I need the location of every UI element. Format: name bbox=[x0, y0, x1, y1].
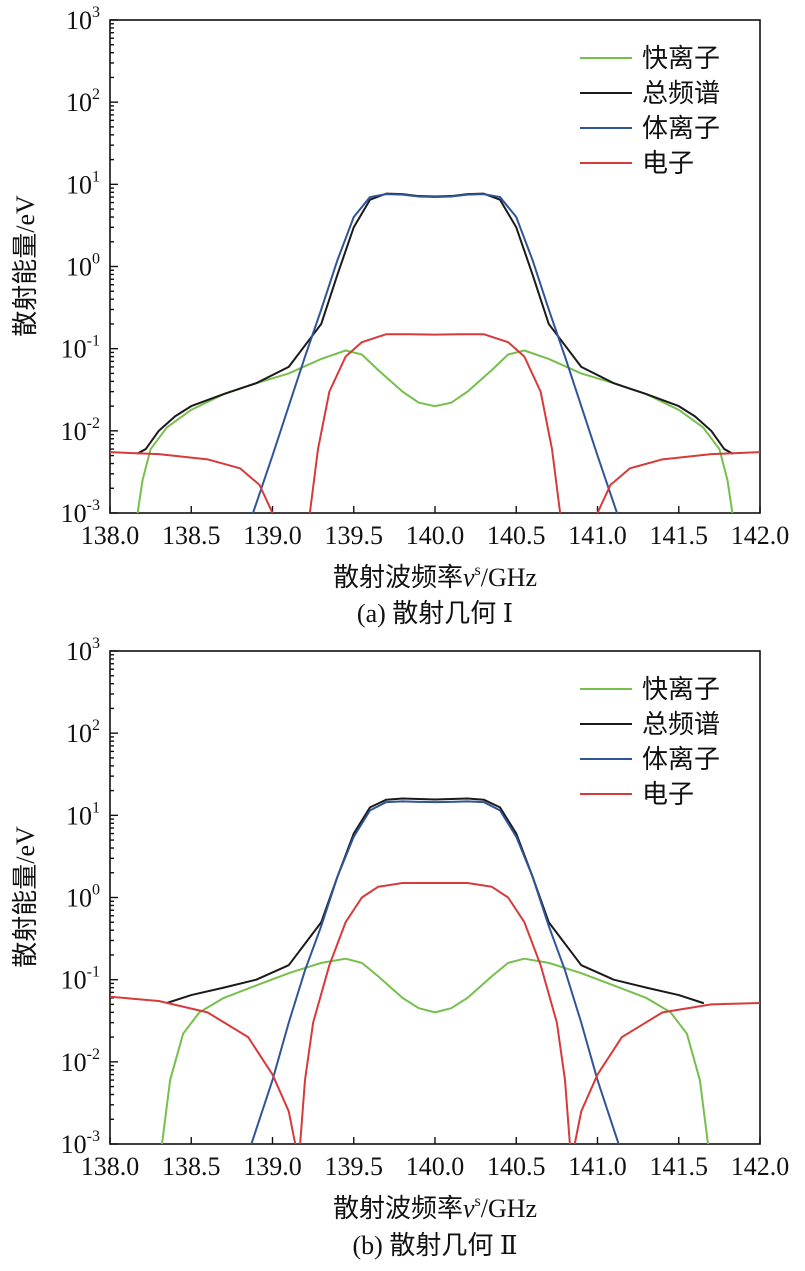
series-electron-line bbox=[110, 995, 297, 1144]
y-tick-label: 10-1 bbox=[61, 333, 100, 364]
series-fast-ion-line bbox=[161, 957, 709, 1144]
panel-a: 138.0 138.5 139.0 139.5 140.0 140.5 141.0 141.5… bbox=[11, 4, 789, 628]
x-tick-label: 141.5 bbox=[650, 1152, 709, 1181]
x-tick-label: 141.0 bbox=[568, 1152, 627, 1181]
x-tick-label: 141.0 bbox=[568, 521, 627, 550]
x-axis-title-sup: s bbox=[475, 1193, 481, 1210]
x-tick-label: 139.0 bbox=[243, 1152, 302, 1181]
x-axis-title-sup: s bbox=[475, 562, 481, 579]
x-axis-title: 散射波频率νs/GHz bbox=[333, 1193, 537, 1223]
y-tick-label: 10-2 bbox=[61, 1046, 100, 1077]
x-tick-label: 138.0 bbox=[81, 521, 140, 550]
series-bulk-ion-line bbox=[252, 193, 618, 513]
x-axis: 138.0 138.5 139.0 139.5 140.0 140.5 141.0 141.5… bbox=[81, 506, 790, 550]
panel-caption: (b) 散射几何 Ⅱ bbox=[353, 1231, 518, 1260]
legend-label-fast-ion: 快离子 bbox=[642, 675, 720, 704]
y-axis: 10-3 10-2 10-1 100 101 102 103 bbox=[61, 4, 118, 528]
x-tick-label: 140.0 bbox=[406, 521, 465, 550]
series-electron-line bbox=[299, 882, 571, 1144]
series-electron-line bbox=[110, 451, 274, 513]
series-fast-ion-line bbox=[136, 349, 734, 513]
x-axis-title: 散射波频率νs/GHz bbox=[333, 562, 537, 592]
x-tick-label: 139.0 bbox=[243, 521, 302, 550]
y-tick-label: 10-3 bbox=[61, 497, 100, 528]
panel-b: 138.0 138.5 139.0 139.5 140.0 140.5 141.0 141.5… bbox=[11, 635, 789, 1260]
x-tick-label: 142.0 bbox=[731, 1152, 790, 1181]
series-total-line bbox=[165, 797, 705, 1004]
plot-area bbox=[110, 797, 760, 1144]
x-tick-label: 142.0 bbox=[731, 521, 790, 550]
x-tick-label: 139.5 bbox=[325, 521, 384, 550]
x-tick-label: 138.5 bbox=[162, 1152, 221, 1181]
legend-label-bulk-ion: 体离子 bbox=[642, 745, 720, 774]
y-tick-label: 101 bbox=[66, 168, 100, 199]
y-tick-label: 10-2 bbox=[61, 415, 100, 446]
panel-caption: (a) 散射几何 Ⅰ bbox=[357, 599, 513, 628]
y-axis: 10-3 10-2 10-1 100 101 102 103 bbox=[61, 635, 118, 1159]
series-electron-line bbox=[573, 1002, 760, 1144]
x-tick-label: 140.5 bbox=[487, 1152, 546, 1181]
y-axis-title: 散射能量/eV bbox=[11, 195, 40, 337]
x-axis-title-unit: /GHz bbox=[481, 1194, 537, 1223]
x-tick-label: 140.5 bbox=[487, 521, 546, 550]
x-tick-label: 138.0 bbox=[81, 1152, 140, 1181]
y-tick-label: 10-3 bbox=[61, 1128, 100, 1159]
x-tick-label: 139.5 bbox=[325, 1152, 384, 1181]
plot-area bbox=[110, 192, 760, 513]
legend-label-electron: 电子 bbox=[642, 780, 694, 809]
y-tick-label: 103 bbox=[66, 4, 100, 35]
x-tick-label: 140.0 bbox=[406, 1152, 465, 1181]
y-tick-label: 10-1 bbox=[61, 964, 100, 995]
y-tick-label: 102 bbox=[66, 86, 100, 117]
x-axis-title-symbol: ν bbox=[463, 563, 475, 592]
x-tick-label: 141.5 bbox=[650, 521, 709, 550]
legend-label-total: 总频谱 bbox=[642, 79, 720, 108]
x-tick-label: 138.5 bbox=[162, 521, 221, 550]
legend-label-bulk-ion: 体离子 bbox=[642, 114, 720, 143]
x-axis: 138.0 138.5 139.0 139.5 140.0 140.5 141.0 141.5… bbox=[81, 1137, 790, 1181]
x-axis-title-unit: /GHz bbox=[481, 563, 537, 592]
y-tick-label: 103 bbox=[66, 635, 100, 666]
series-total-line bbox=[136, 192, 734, 455]
x-axis-title-symbol: ν bbox=[463, 1194, 475, 1223]
y-tick-label: 100 bbox=[66, 251, 100, 282]
y-axis-title: 散射能量/eV bbox=[11, 826, 40, 968]
series-electron-line bbox=[596, 451, 760, 513]
series-bulk-ion-line bbox=[250, 800, 620, 1144]
y-tick-label: 102 bbox=[66, 717, 100, 748]
x-axis-title-main: 散射波频率 bbox=[333, 1194, 463, 1223]
y-tick-label: 101 bbox=[66, 799, 100, 830]
legend-label-electron: 电子 bbox=[642, 149, 694, 178]
series-electron-line bbox=[308, 333, 562, 513]
legend-label-total: 总频谱 bbox=[642, 710, 720, 739]
x-axis-title-main: 散射波频率 bbox=[333, 563, 463, 592]
legend-label-fast-ion: 快离子 bbox=[642, 44, 720, 73]
y-tick-label: 100 bbox=[66, 882, 100, 913]
